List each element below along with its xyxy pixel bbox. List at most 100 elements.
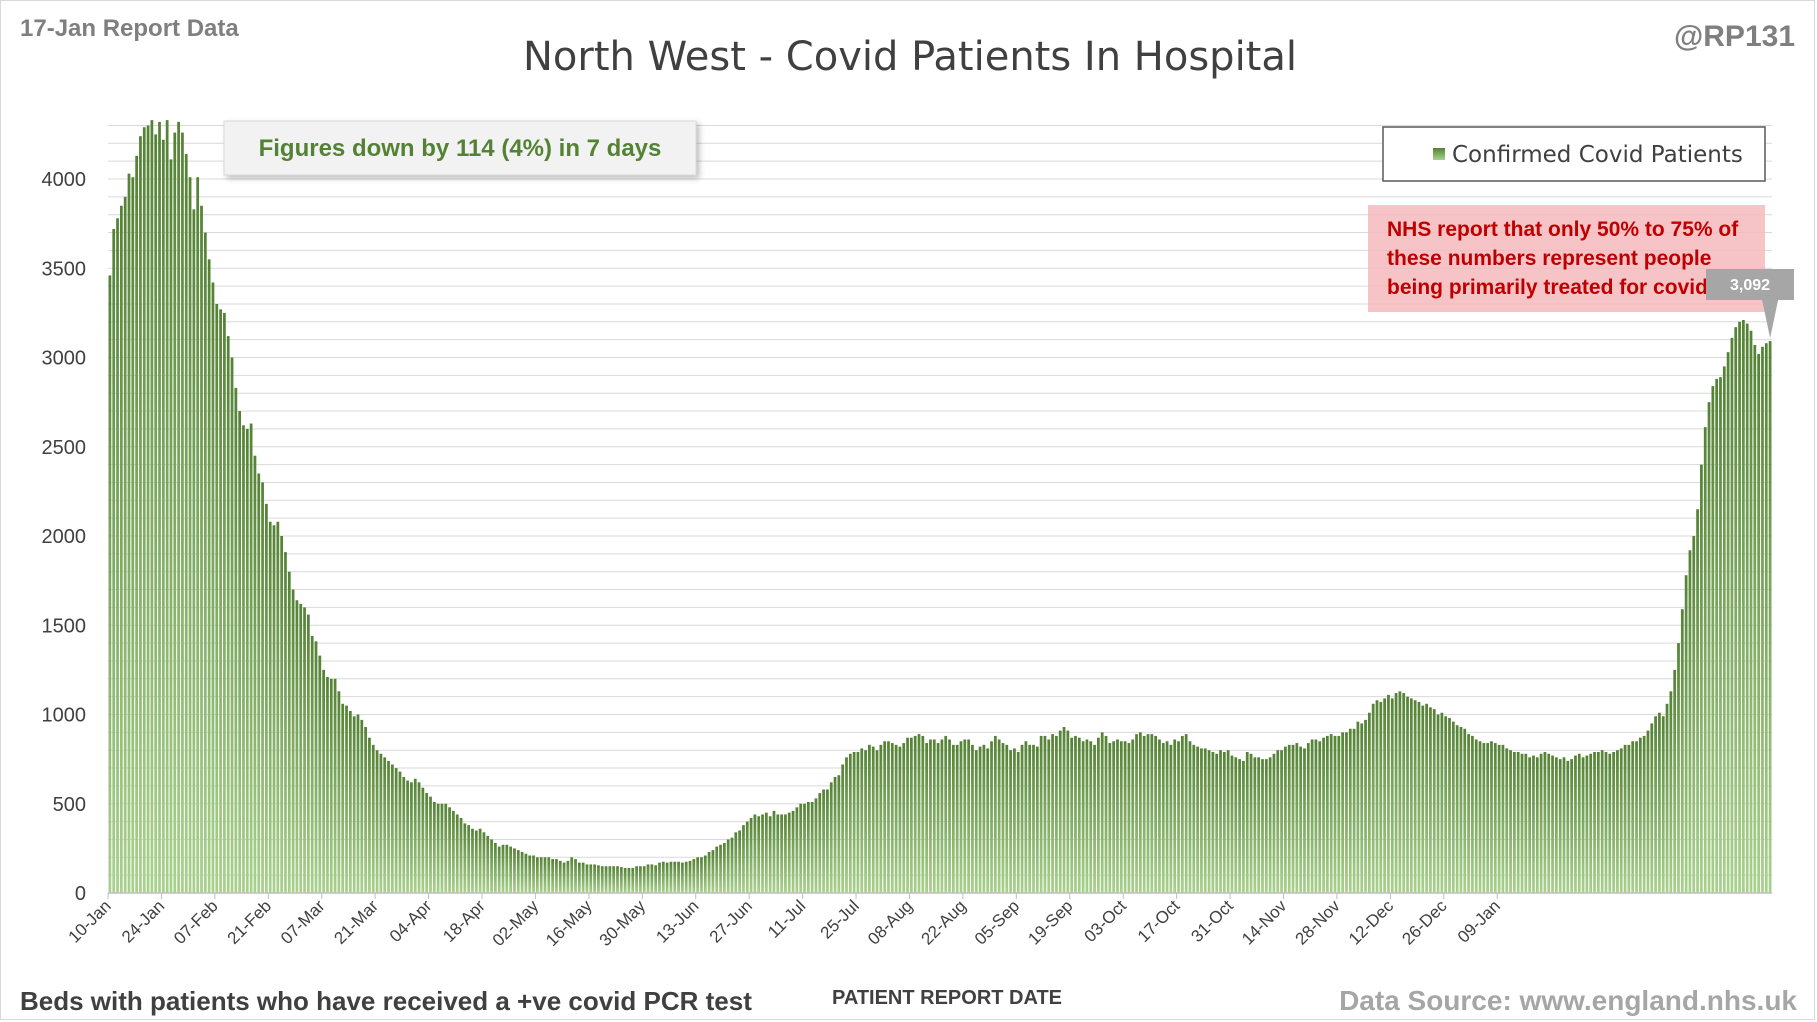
bar [1726,352,1730,893]
x-tick-label: 13-Jun [652,896,702,946]
bar [738,830,742,893]
bar [757,816,761,893]
bar [452,810,455,893]
bar [806,801,810,893]
bar [1509,750,1512,893]
bar [1356,721,1360,893]
bar [398,771,402,893]
bar [1207,750,1211,893]
bar [1635,741,1638,893]
bar [303,607,306,893]
bar [1631,741,1635,893]
bar [768,816,772,893]
bar [364,727,367,893]
bar [1692,536,1696,893]
bar [368,737,371,893]
bar [249,423,253,893]
bar [1600,750,1604,893]
bar [265,503,268,893]
bar [1566,760,1570,893]
bar [1455,725,1459,893]
bar [406,780,409,893]
bar [490,839,493,893]
bar [1390,698,1394,893]
bar [112,228,116,894]
bar [1768,341,1772,894]
bar [574,859,577,893]
x-tick-label: 08-Aug [864,896,916,948]
note-box-bg [1368,205,1765,312]
bar [1329,734,1333,893]
bar [1528,757,1532,893]
bar [627,868,631,893]
bar [413,778,417,893]
bar [425,793,429,893]
bar [711,850,715,893]
bar [1032,744,1035,893]
bar [1280,750,1283,893]
x-tick-label: 09-Jan [1454,896,1504,946]
bar [803,803,806,893]
bar [837,775,841,893]
bar [494,843,497,893]
bar [394,768,398,893]
x-tick-label: 31-Oct [1187,896,1237,946]
bar [242,425,245,893]
bar [459,818,463,893]
bar [1451,721,1455,893]
bar [875,750,879,893]
bar [1673,669,1677,894]
bar [1112,741,1116,893]
bar [1425,703,1428,893]
bar [1654,716,1657,893]
bar [276,521,280,893]
bar [1333,735,1337,893]
bar [1188,741,1192,893]
bar [764,812,768,893]
bar [780,814,783,893]
bar [226,336,230,894]
bar [665,862,669,893]
bar [471,828,474,893]
bar [784,814,787,893]
bar [1642,735,1646,893]
bar [181,132,184,894]
y-axis-ticks: 0 500 1000 1500 2000 2500 3000 3500 4000 [42,169,87,905]
bar [1688,550,1692,893]
bar [1371,703,1375,893]
bar [917,734,921,893]
bar [948,739,951,893]
bar [410,782,413,893]
bar [696,857,700,893]
x-tick-label: 03-Oct [1081,896,1131,946]
x-tick-label: 30-May [596,896,650,950]
bar [1715,378,1719,893]
bar [1326,735,1329,893]
x-tick-label: 10-Jan [65,896,115,946]
report-label: 17-Jan Report Data [20,15,239,42]
bar [623,868,627,893]
bar [715,846,719,893]
bar [791,810,795,893]
bar [1242,760,1245,893]
bar [1589,753,1593,893]
bar [272,525,276,893]
bar [879,744,883,893]
bar [1577,753,1581,893]
bar [440,803,444,893]
bar [1722,366,1726,893]
bar [1352,728,1356,893]
bar [852,751,856,893]
bar [1127,743,1131,893]
bar [1020,744,1024,893]
bar [1513,751,1516,893]
bar [200,205,203,893]
x-tick-label: 21-Mar [330,896,382,948]
x-tick-label: 18-Apr [439,896,489,946]
bar [841,764,845,893]
x-tick-label: 25-Jul [817,896,863,942]
bar [703,855,707,893]
bar [1474,739,1478,893]
bar [1608,753,1612,893]
bar [326,677,329,893]
